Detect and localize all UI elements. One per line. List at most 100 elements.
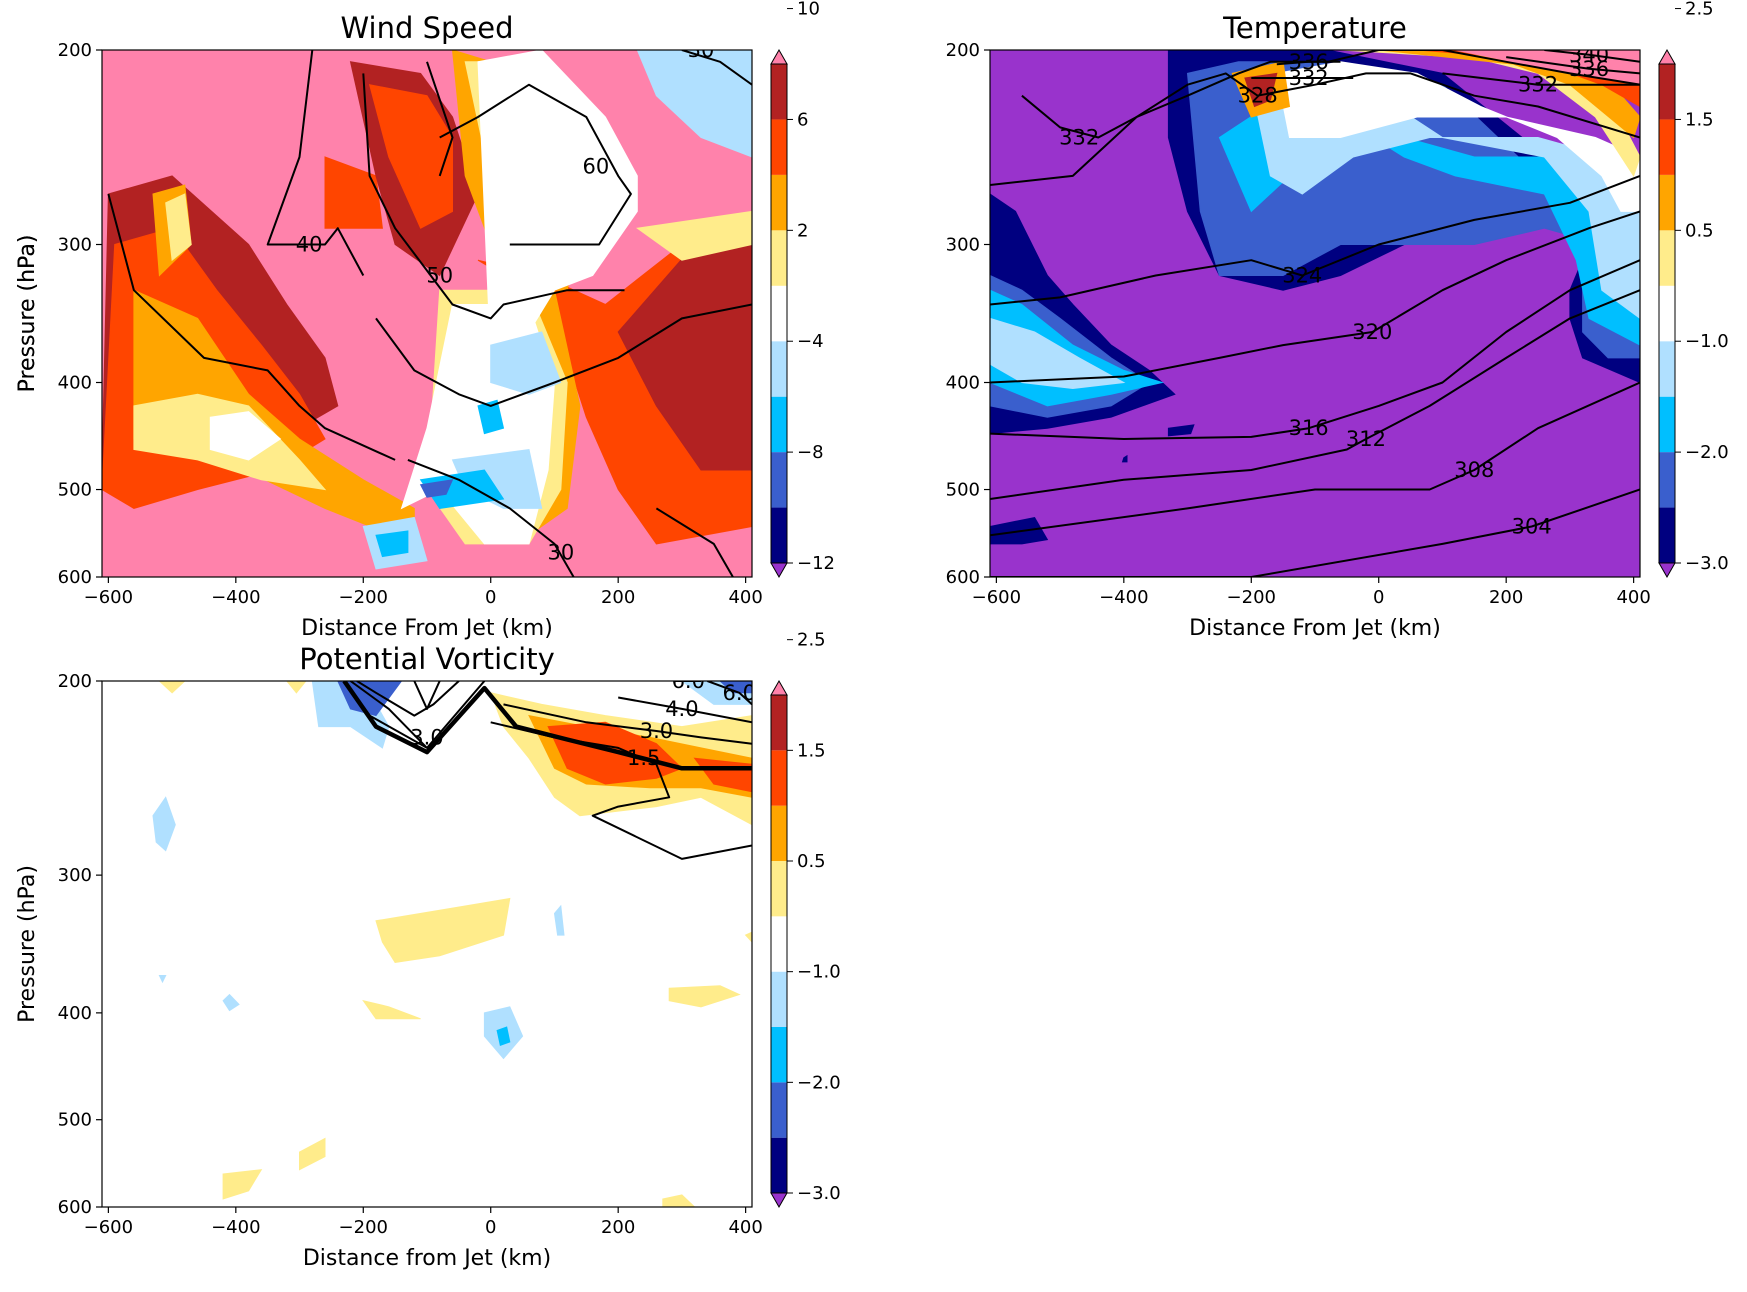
filled-contour-region [553,904,565,936]
filled-contour-region [152,796,176,852]
colorbar-tick-label: −1.0 [1685,331,1729,352]
contour-label: 6.0 [672,669,705,693]
colorbar-tick-label: −12 [797,553,835,574]
chart-panel-1: 30 30 40 50 60 −600 −400 −200 0 200 400 200 300 400 50… [15,0,835,641]
contour-line [413,681,441,710]
filled-contour-region [1276,61,1640,212]
colorbar-tick-label: −3.0 [1685,553,1729,574]
y-tick-label: 500 [946,480,980,501]
colorbar-tick-label: 0.5 [797,851,826,872]
colorbar-segment [1659,174,1675,231]
x-axis-label: Distance From Jet (km) [1189,616,1441,641]
chart-panel-2: 304308312316320324328332332336332336340−… [15,0,1729,641]
colorbar-tick-label: 10 [797,0,820,20]
colorbar: −12 −8 −4 2 6 10 [770,0,835,579]
colorbar-segment [771,174,787,231]
colorbar-extend-max [770,48,788,65]
y-tick-label: 200 [58,40,92,61]
colorbar-segment [771,285,787,342]
contour-line [990,488,1640,577]
colorbar-segment [771,695,787,751]
contour-label: 3.0 [640,719,673,743]
x-axis-label: Distance from Jet (km) [303,1246,551,1271]
x-tick-label: 0 [485,1217,496,1238]
colorbar-segment [1659,507,1675,563]
contour-line [266,50,365,276]
contour-line [990,381,1640,537]
colorbar-tick-label: −2.0 [797,1072,841,1093]
contour-line [618,696,752,724]
y-tick-label: 300 [946,235,980,256]
contour-label: 332 [1289,66,1329,90]
colorbar-segment [1659,119,1675,175]
colorbar-tick-label: −2.0 [1685,442,1729,463]
colorbar-segment [771,1027,787,1083]
filled-contour-region [222,993,240,1012]
x-tick-label: −600 [84,1217,133,1238]
colorbar-segment [771,341,787,397]
filled-contour-region [990,317,1126,390]
colorbar-tick-label: −1.0 [797,962,841,983]
colorbar-frame [1658,63,1676,564]
plot-area: 30 30 40 50 60 [102,50,752,577]
contour-label: 304 [1512,514,1552,538]
colorbar-tick-label: 1.5 [797,740,826,761]
contour-line [681,50,752,86]
filled-contour-region [496,1026,511,1046]
y-axis-label: Pressure (hPa) [15,235,40,393]
colorbar-tick-label: −3.0 [797,1183,841,1204]
filled-contour-region [324,156,383,229]
y-tick-label: 400 [58,1003,92,1024]
contour-label: 316 [1289,416,1329,440]
x-tick-label: −600 [972,587,1021,608]
x-tick-label: 400 [1616,587,1650,608]
filled-contour-region [1121,454,1128,463]
axes-frame [989,49,1641,578]
filled-contour-region [662,1194,696,1207]
filled-contour-region [744,931,752,943]
contour-line [990,174,1640,306]
contour-label: 320 [1352,320,1392,344]
colorbar-tick-label: 0.5 [1685,220,1714,241]
axes-frame [101,49,753,578]
x-tick-label: 0 [1373,587,1384,608]
colorbar-segment [771,119,787,175]
y-tick-label: 400 [58,372,92,393]
chart-title: Potential Vorticity [299,642,554,676]
contour-label: 308 [1454,458,1494,482]
colorbar-segment [1659,341,1675,397]
filled-contour-region [636,50,752,158]
contour-line [503,703,752,745]
colorbar-segment [771,396,787,453]
contour-line [1021,50,1640,139]
filled-contour-region [668,985,741,1008]
contour-line [1506,56,1640,75]
colorbar-tick-label: 2.5 [1685,0,1714,20]
chart-title: Temperature [1222,11,1407,45]
y-tick-label: 600 [58,1197,92,1218]
x-tick-label: −200 [339,1217,388,1238]
colorbar-segment [1659,64,1675,120]
contour-line [990,259,1640,440]
y-axis-label: Pressure (hPa) [15,865,40,1023]
filled-contour-region [419,469,505,509]
contour-line [356,681,460,717]
x-tick-label: −600 [84,587,133,608]
x-tick-label: 200 [601,587,635,608]
colorbar-segment [771,64,787,120]
colorbar-extend-min [1658,562,1676,579]
colorbar-segment [1659,396,1675,453]
filled-contour-region [286,681,307,694]
contour-label: 340 [1569,43,1609,67]
colorbar-tick-label: −8 [797,442,824,463]
contour-label: 332 [1059,125,1099,149]
filled-contour-region [419,479,454,498]
filled-contour-region [1244,72,1278,108]
y-tick-label: 200 [58,671,92,692]
x-tick-label: 0 [485,587,496,608]
axes-frame [101,680,753,1208]
filled-contour-region [636,210,752,261]
x-tick-label: −400 [1099,587,1148,608]
